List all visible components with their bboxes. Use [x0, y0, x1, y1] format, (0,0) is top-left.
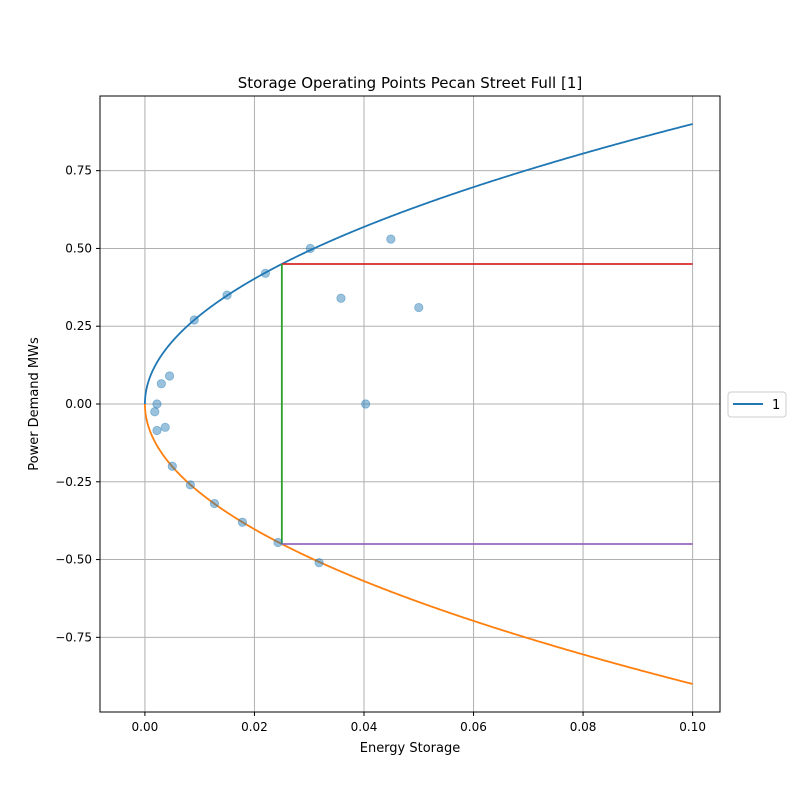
scatter-point: [167, 461, 177, 471]
y-axis-label: Power Demand MWs: [27, 337, 42, 471]
scatter-point: [361, 399, 371, 409]
scatter-point: [152, 399, 162, 409]
x-tick-label: 0.06: [460, 720, 487, 734]
scatter-point: [237, 517, 248, 527]
scatter-point: [336, 293, 346, 303]
series: [144, 123, 693, 685]
x-tick-label: 0.10: [679, 720, 706, 734]
x-tick-label: 0.00: [132, 720, 159, 734]
y-tick-label: −0.25: [55, 475, 92, 489]
scatter-points: [150, 234, 424, 568]
y-tick-label: 0.25: [65, 319, 92, 333]
x-tick-label: 0.08: [570, 720, 597, 734]
scatter-point: [314, 558, 324, 568]
y-tick-label: 0.75: [65, 164, 92, 178]
x-tick-label: 0.02: [241, 720, 268, 734]
scatter-point: [305, 243, 315, 254]
scatter-point: [260, 268, 271, 278]
scatter-point: [185, 480, 195, 490]
y-axis-ticks: −0.75 −0.50 −0.25 0.00 0.25 0.50 0.75: [55, 164, 100, 644]
grid: [100, 96, 720, 712]
scatter-point: [222, 290, 232, 300]
x-axis-ticks: 0.00 0.02 0.04 0.06 0.08 0.10: [132, 712, 706, 734]
scatter-point: [273, 537, 283, 548]
scatter-point: [209, 498, 220, 509]
scatter-point: [189, 315, 199, 325]
scatter-point: [160, 422, 170, 432]
legend: 1: [727, 391, 787, 418]
scatter-point: [414, 302, 424, 313]
y-tick-label: −0.50: [55, 553, 92, 567]
legend-label-1: 1: [772, 398, 780, 413]
scatter-point: [152, 425, 162, 436]
scatter-point: [156, 379, 166, 389]
chart-title: Storage Operating Points Pecan Street Fu…: [238, 74, 583, 92]
y-tick-label: −0.75: [55, 630, 92, 644]
scatter-point: [164, 371, 175, 381]
plot-frame: [99, 95, 721, 713]
x-axis-label: Energy Storage: [360, 741, 461, 756]
x-tick-label: 0.04: [351, 720, 378, 734]
scatter-point: [150, 407, 160, 417]
y-tick-label: 0.50: [65, 241, 92, 255]
scatter-point: [386, 234, 396, 244]
y-tick-label: 0.00: [65, 397, 92, 411]
